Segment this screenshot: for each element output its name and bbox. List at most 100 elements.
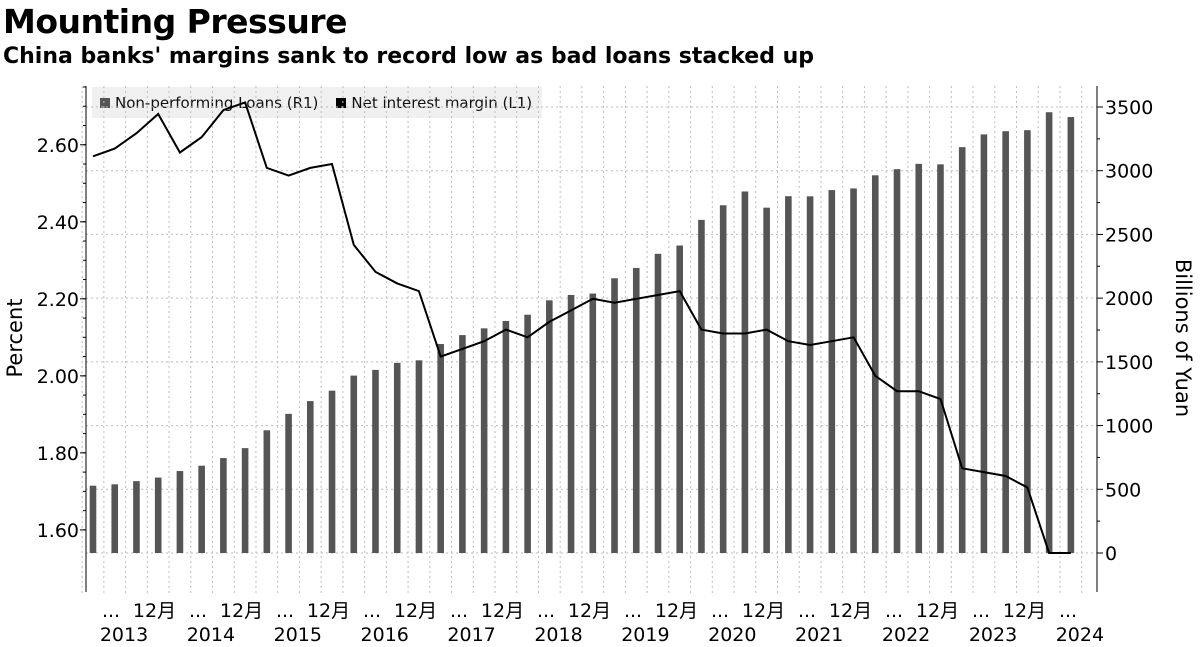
chart-subtitle: China banks' margins sank to record low … <box>3 44 815 69</box>
npl-bar <box>850 188 857 553</box>
npl-bar <box>958 147 966 553</box>
x-tick-label-year: 2021 <box>795 624 843 646</box>
npl-bar <box>220 458 227 553</box>
y-right-tick-label: 0 <box>1105 543 1117 565</box>
npl-bar <box>350 375 358 553</box>
npl-bar <box>133 481 140 553</box>
y-right-tick-label: 3500 <box>1105 97 1153 119</box>
y-left-tick-label: 2.40 <box>37 212 79 234</box>
npl-bar <box>698 219 705 553</box>
npl-bar <box>241 448 249 553</box>
npl-bar <box>393 362 401 553</box>
x-tick-label-year: 2020 <box>708 624 756 646</box>
y-right-tick-label: 1000 <box>1105 416 1153 438</box>
y-right-tick-label: 2500 <box>1105 224 1153 246</box>
x-tick-label-month: ... <box>276 600 294 622</box>
npl-bar <box>893 169 901 553</box>
y-axis-label-left: Percent <box>3 298 27 377</box>
npl-bar <box>871 175 879 554</box>
y-axis-label-right: Billions of Yuan <box>1171 259 1195 417</box>
npl-bar <box>1045 112 1053 553</box>
x-tick-label-year: 2016 <box>361 624 409 646</box>
x-tick-label-year: 2023 <box>969 624 1017 646</box>
x-tick-label-month: ... <box>102 600 120 622</box>
npl-bar <box>154 477 162 553</box>
x-tick-label-month: 12月 <box>829 600 872 622</box>
chart-title: Mounting Pressure <box>3 2 347 41</box>
npl-bar <box>632 267 640 553</box>
npl-bar <box>589 293 597 553</box>
npl-bar <box>567 294 575 553</box>
npl-bar <box>285 413 292 553</box>
npl-bar <box>611 278 618 553</box>
npl-bar <box>198 465 205 553</box>
npl-bar <box>806 196 814 553</box>
x-tick-label-month: ... <box>972 600 990 622</box>
npl-bar <box>328 390 336 553</box>
npl-bar <box>915 163 923 554</box>
x-tick-label-month: 12月 <box>568 600 611 622</box>
x-tick-label-year: 2018 <box>534 624 582 646</box>
x-tick-label-month: ... <box>711 600 729 622</box>
x-tick-label-year: 2024 <box>1056 624 1104 646</box>
y-left-tick-label: 1.60 <box>37 520 79 542</box>
npl-bar <box>937 164 944 554</box>
npl-bar <box>111 484 119 553</box>
y-right-tick-label: 3000 <box>1105 161 1153 183</box>
npl-bar <box>1067 117 1075 553</box>
y-left-tick-label: 2.00 <box>37 366 79 388</box>
npl-bar <box>676 245 684 553</box>
y-right-tick-label: 500 <box>1105 479 1141 501</box>
x-tick-label-month: ... <box>537 600 555 622</box>
x-tick-label-month: 12月 <box>481 600 524 622</box>
npl-bar <box>524 314 531 553</box>
y-right-tick-label: 1500 <box>1105 352 1153 374</box>
x-tick-label-month: ... <box>885 600 903 622</box>
npl-bar <box>89 485 97 553</box>
y-left-tick-label: 2.20 <box>37 289 79 311</box>
npl-bar <box>828 190 836 553</box>
y-left-tick-label: 1.80 <box>37 443 79 465</box>
legend-swatch-nim <box>336 97 347 108</box>
x-tick-label-month: 12月 <box>133 600 176 622</box>
x-tick-label-month: 12月 <box>1003 600 1046 622</box>
npl-bar <box>502 320 510 553</box>
npl-bar <box>1002 131 1009 553</box>
npl-bar <box>763 207 770 553</box>
x-tick-label-month: ... <box>798 600 816 622</box>
npl-bar <box>546 300 553 553</box>
npl-bar <box>1024 130 1031 553</box>
npl-bar <box>459 335 466 553</box>
x-tick-label-month: ... <box>450 600 468 622</box>
npl-bar <box>980 134 988 553</box>
npl-bar <box>415 360 423 553</box>
x-tick-label-year: 2015 <box>274 624 322 646</box>
x-tick-label-year: 2019 <box>621 624 669 646</box>
x-tick-label-month: ... <box>363 600 381 622</box>
tick-labels: 1.60 1.80 2.00 2.20 2.40 2.60 0 500 1000 1500 2000… <box>37 97 1154 646</box>
npl-bar <box>176 471 184 553</box>
x-tick-label-year: 2014 <box>187 624 235 646</box>
x-tick-label-year: 2017 <box>447 624 495 646</box>
npl-bars <box>89 112 1075 554</box>
x-tick-label-month: 12月 <box>307 600 350 622</box>
x-tick-label-month: ... <box>624 600 642 622</box>
npl-bar <box>372 369 379 553</box>
npl-bar <box>654 253 662 553</box>
x-tick-label-month: 12月 <box>394 600 437 622</box>
npl-bar <box>263 430 271 553</box>
x-tick-label-year: 2013 <box>100 624 148 646</box>
x-tick-label-month: 12月 <box>220 600 263 622</box>
npl-bar <box>437 344 444 553</box>
nim-line <box>92 101 1071 554</box>
x-tick-label-month: 12月 <box>655 600 698 622</box>
x-tick-label-month: ... <box>1059 600 1077 622</box>
x-tick-label-month: ... <box>189 600 207 622</box>
x-tick-label-month: 12月 <box>742 600 785 622</box>
npl-bar <box>741 191 749 553</box>
x-tick-label-month: 12月 <box>916 600 959 622</box>
y-left-tick-label: 2.60 <box>37 135 79 157</box>
y-right-tick-label: 2000 <box>1105 288 1153 310</box>
x-tick-label-year: 2022 <box>882 624 930 646</box>
